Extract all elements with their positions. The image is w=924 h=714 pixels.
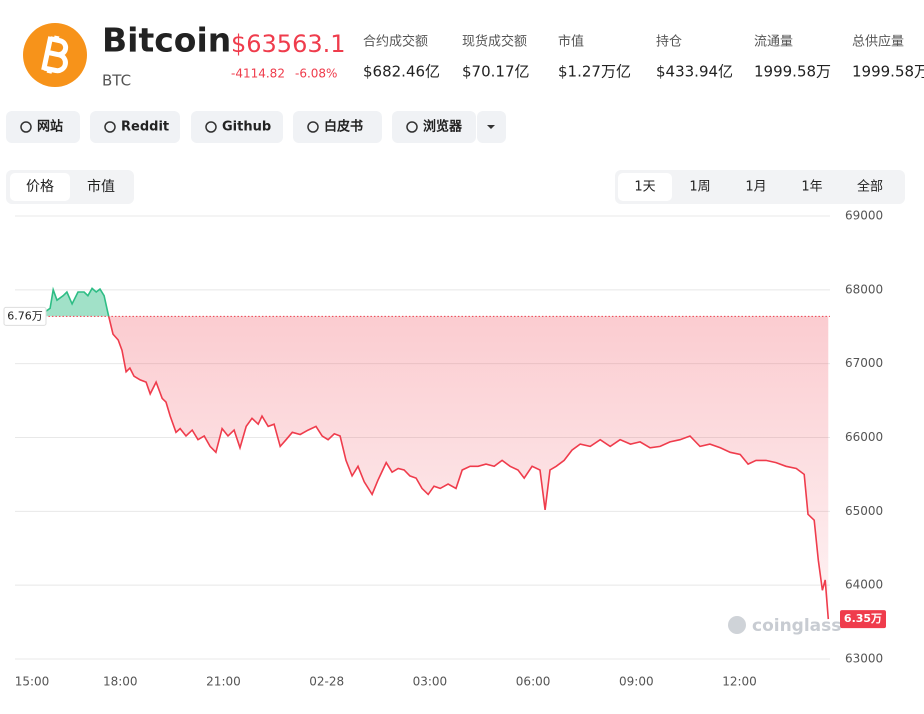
tab[interactable]: 价格 bbox=[26, 179, 54, 195]
watermark: coinglass bbox=[752, 616, 841, 636]
stat-value: 1999.58万 bbox=[852, 63, 924, 81]
price-change-pct: -6.08% bbox=[295, 67, 337, 81]
range[interactable]: 1天 bbox=[634, 180, 655, 195]
stat-value: $433.94亿 bbox=[656, 63, 733, 81]
y-tick-label: 68000 bbox=[845, 282, 883, 296]
link-label: Github bbox=[222, 120, 271, 135]
y-tick-label: 63000 bbox=[845, 652, 883, 666]
link-button[interactable] bbox=[6, 111, 80, 143]
link-button[interactable] bbox=[293, 111, 382, 143]
btc-logo bbox=[23, 23, 87, 87]
range[interactable]: 1年 bbox=[801, 180, 822, 195]
area-down bbox=[108, 316, 829, 620]
price: $63563.1 bbox=[231, 30, 346, 58]
x-tick-label: 15:00 bbox=[15, 675, 50, 689]
link-label: 白皮书 bbox=[324, 119, 363, 135]
link-icon bbox=[307, 121, 319, 133]
price-change: -4114.82 bbox=[231, 67, 285, 81]
tab-active bbox=[10, 173, 70, 201]
stat-label: 持仓 bbox=[656, 35, 682, 50]
reference-label-box bbox=[3, 306, 47, 326]
reference-label: 6.76万 bbox=[7, 309, 43, 322]
y-tick-label: 65000 bbox=[845, 504, 883, 518]
stat-value: $70.17亿 bbox=[462, 63, 530, 81]
stat-label: 总供应量 bbox=[852, 34, 904, 50]
link-icon bbox=[20, 121, 32, 133]
last-value-label: 6.35万 bbox=[844, 612, 882, 625]
y-tick-label: 67000 bbox=[845, 356, 883, 370]
x-tick-label: 06:00 bbox=[516, 675, 551, 689]
x-tick-label: 02-28 bbox=[309, 675, 344, 689]
stat-value: 1999.58万 bbox=[754, 63, 831, 81]
dropdown-arrow bbox=[487, 125, 495, 129]
x-tick-label: 03:00 bbox=[413, 675, 448, 689]
y-tick-label: 69000 bbox=[845, 209, 883, 223]
range-group bbox=[615, 170, 905, 204]
link-button[interactable] bbox=[90, 111, 180, 143]
link-label: 网站 bbox=[37, 119, 63, 135]
x-tick-label: 09:00 bbox=[619, 675, 654, 689]
stat-label: 流通量 bbox=[754, 35, 793, 50]
range[interactable]: 全部 bbox=[857, 179, 883, 195]
range[interactable]: 1月 bbox=[745, 180, 766, 195]
coin-name: Bitcoin bbox=[102, 21, 231, 60]
stat-label: 市值 bbox=[558, 34, 584, 50]
range-active bbox=[618, 173, 672, 201]
stat-value: $682.46亿 bbox=[363, 63, 440, 81]
price-line-down bbox=[107, 316, 830, 620]
tab[interactable]: 市值 bbox=[87, 178, 115, 195]
watermark-icon bbox=[728, 616, 746, 634]
coin-symbol: BTC bbox=[102, 72, 131, 90]
range[interactable]: 1周 bbox=[689, 180, 710, 195]
y-tick-label: 66000 bbox=[845, 430, 883, 444]
stat-value: $1.27万亿 bbox=[558, 63, 631, 81]
link-icon bbox=[406, 121, 418, 133]
link-label: 浏览器 bbox=[423, 119, 463, 135]
link-icon bbox=[205, 121, 217, 133]
x-tick-label: 12:00 bbox=[722, 675, 757, 689]
last-label-box bbox=[840, 610, 886, 629]
stat-label: 合约成交额 bbox=[363, 34, 428, 50]
link-icon bbox=[104, 121, 116, 133]
stat-label: 现货成交额 bbox=[462, 34, 527, 50]
link-button[interactable] bbox=[191, 111, 283, 143]
link-button[interactable] bbox=[392, 111, 476, 143]
x-tick-label: 18:00 bbox=[103, 675, 138, 689]
link-label: Reddit bbox=[121, 120, 169, 135]
y-tick-label: 64000 bbox=[845, 578, 883, 592]
x-tick-label: 21:00 bbox=[206, 675, 241, 689]
